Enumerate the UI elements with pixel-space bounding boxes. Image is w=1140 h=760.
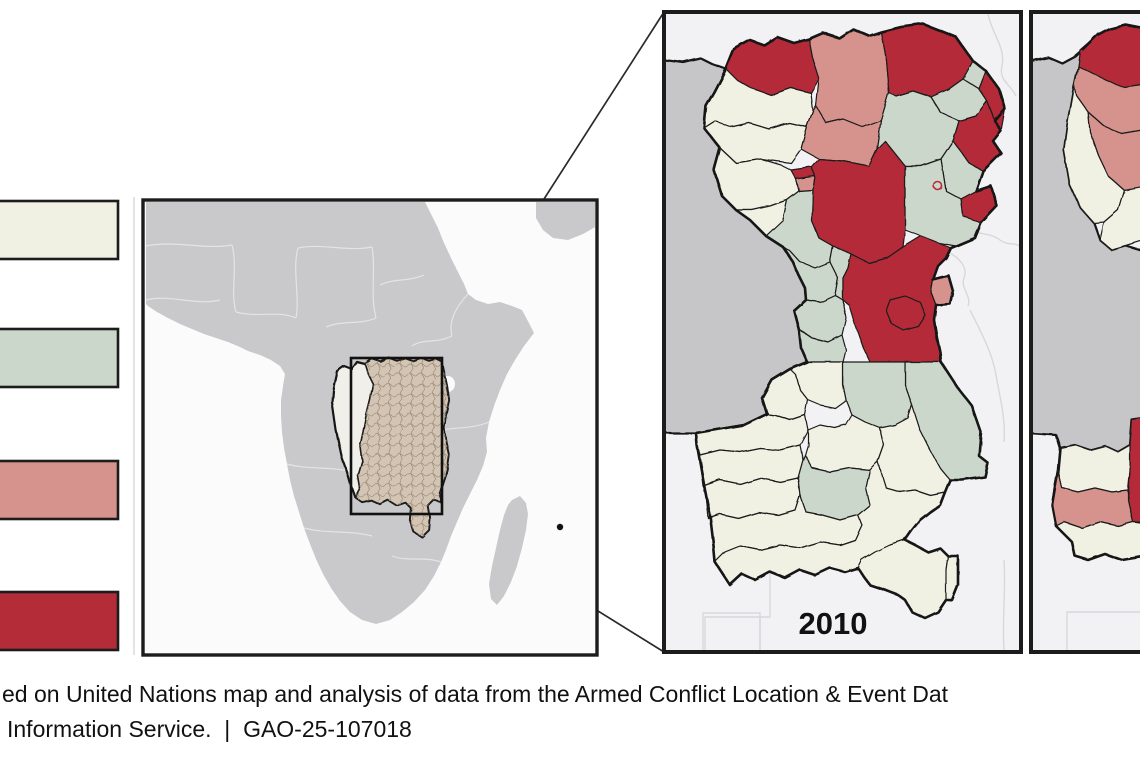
panel-right-background-border [1066, 611, 1140, 651]
source-caption-line-1: ed on United Nations map and analysis of… [2, 681, 949, 707]
legend-swatch-4 [0, 590, 120, 652]
madagascar-point-marker [556, 523, 564, 531]
background-inset-box [702, 612, 761, 651]
source-caption-line-2: Information Service. | GAO-25-107018 [7, 716, 412, 742]
arabian-peninsula [536, 202, 595, 240]
legend-swatch-2 [0, 327, 120, 389]
focus-rectangle [349, 356, 444, 516]
detail-panel-2010: 2010 [662, 10, 1023, 654]
africa-overview-map [141, 198, 599, 657]
panel-2010-frame [662, 10, 1023, 654]
legend-swatch-3 [0, 459, 120, 521]
district-polygons-right [1051, 24, 1140, 561]
panel-right-frame [1029, 10, 1140, 654]
madagascar [489, 496, 528, 605]
focus-region-outer-border-right [1050, 23, 1140, 562]
focus-region-outer-border-2010 [694, 22, 1007, 620]
year-label-2010: 2010 [799, 606, 868, 641]
legend [0, 197, 135, 655]
legend-swatch-1 [0, 199, 120, 261]
small-enclave-district [933, 181, 943, 191]
detail-panel-right [1029, 10, 1140, 654]
district-polygons-2010 [695, 23, 1006, 619]
drc-focus-district-mesh [355, 358, 449, 537]
panel-2010-background-borders [702, 14, 1019, 651]
